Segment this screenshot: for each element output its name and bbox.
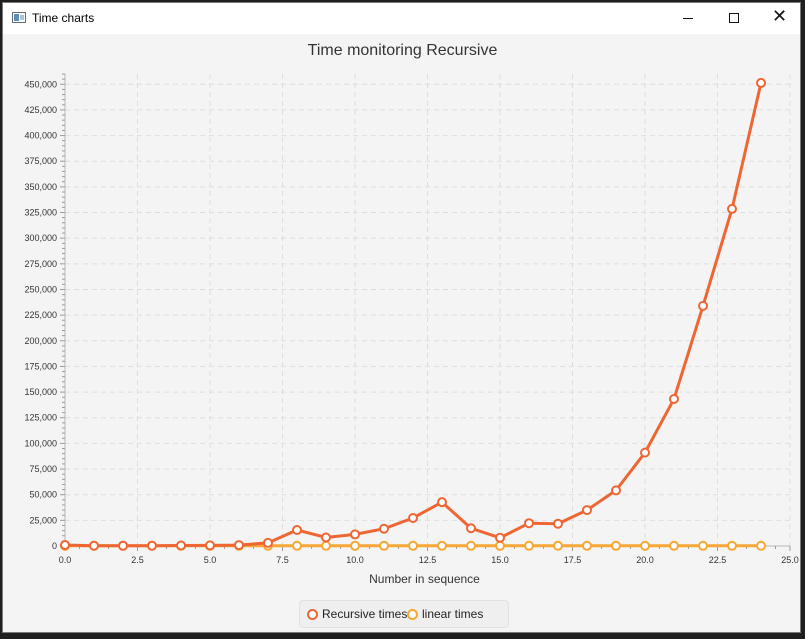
series-1-point [379,540,389,551]
series-line-0 [64,82,763,548]
series-0-point [263,537,273,548]
series-0-point [495,532,505,543]
series-1-point [495,540,505,551]
series-0-point [292,524,302,535]
series-0-point [698,300,708,311]
series-0-point [640,447,650,458]
y-tick-label: 50,000 [29,490,57,500]
maximize-button[interactable] [711,3,757,34]
legend-item-linear: linear times [407,607,483,621]
series-1-point [437,540,447,551]
line-chart: 0 25,000 50,000 75,000 100,000 125,000 150,000… [24,73,799,586]
series-0-point [321,532,331,543]
x-tick-label: 25.0 [781,555,799,565]
series-0-point [379,523,389,534]
recursive-marker-icon [307,609,318,620]
series-0-point [524,518,534,529]
window-title: Time charts [32,11,95,25]
x-tick-label: 5.0 [204,555,217,565]
series-1-point [756,540,766,551]
y-tick-label: 25,000 [29,515,57,525]
chart-legend: Recursive times linear times [299,600,509,628]
series-1-point [582,540,592,551]
series-1-point [466,540,476,551]
legend-label-linear: linear times [422,607,484,621]
x-tick-label: 20.0 [636,555,654,565]
x-tick-label: 22.5 [709,555,727,565]
series-0-point [437,497,447,508]
x-tick-label: 7.5 [276,555,289,565]
maximize-icon [729,13,739,23]
series-0-point [205,540,215,551]
minimize-icon [683,18,693,19]
series-1-point [321,540,331,551]
series-0-point [147,540,157,551]
series-0-point [553,518,563,529]
y-tick-label: 275,000 [24,259,57,269]
chart-title: Time monitoring Recursive [307,42,498,59]
y-tick-label: 175,000 [24,361,57,371]
series-0-point [466,523,476,534]
x-tick-label: 2.5 [131,555,144,565]
y-tick-label: 100,000 [24,438,57,448]
x-tick-label: 0.0 [59,555,72,565]
close-icon: ✕ [772,6,788,27]
title-bar[interactable]: Time charts ✕ [3,3,800,34]
y-tick-label: 425,000 [24,105,57,115]
series-0-point [60,539,70,550]
series-1-point [524,540,534,551]
series-1-point [292,540,302,551]
y-tick-label: 400,000 [24,131,57,141]
series-1-point [553,540,563,551]
series-0-point [611,485,621,496]
close-button[interactable]: ✕ [757,3,800,34]
chart-window-icon [12,12,26,23]
chart-area: Time monitoring Recursive 0 25,000 50,000 7… [3,34,800,632]
x-tick-label: 10.0 [346,555,364,565]
series-0-point [89,540,99,551]
y-tick-label: 300,000 [24,233,57,243]
series-0-point [234,540,244,551]
y-tick-label: 200,000 [24,336,57,346]
minimize-button[interactable] [665,3,711,34]
legend-item-recursive: Recursive times [307,607,407,621]
y-tick-label: 450,000 [24,79,57,89]
series-1-point [611,540,621,551]
y-tick-label: 225,000 [24,310,57,320]
series-0-point [582,505,592,516]
series-0-point [118,540,128,551]
y-tick-label: 325,000 [24,208,57,218]
series-1-point [350,540,360,551]
y-tick-label: 0 [52,541,57,551]
series-0-point [408,512,418,523]
y-tick-label: 250,000 [24,284,57,294]
y-tick-label: 350,000 [24,182,57,192]
x-tick-label: 12.5 [419,555,437,565]
legend-label-recursive: Recursive times [322,607,408,621]
x-tick-label: 15.0 [491,555,509,565]
series-1-point [727,540,737,551]
series-0-point [176,540,186,551]
linear-marker-icon [407,609,418,620]
y-tick-label: 125,000 [24,413,57,423]
x-tick-label: 17.5 [564,555,582,565]
series-0-point [756,77,766,88]
series-1-point [698,540,708,551]
series-1-point [669,540,679,551]
series-0-point [350,529,360,540]
series-0-point [669,393,679,404]
series-1-point [640,540,650,551]
y-tick-label: 375,000 [24,156,57,166]
y-tick-label: 75,000 [29,464,57,474]
series-1-point [408,540,418,551]
y-tick-label: 150,000 [24,387,57,397]
x-axis-title: Number in sequence [369,572,480,586]
series-0-point [727,203,737,214]
